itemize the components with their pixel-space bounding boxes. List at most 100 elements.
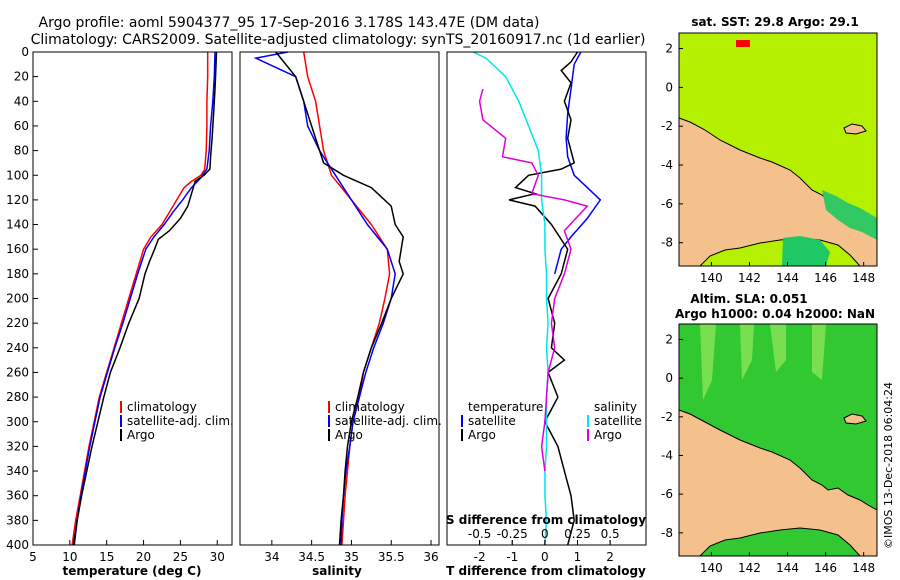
difference-legend: temperature satellite Argo salinity sate… [461, 400, 642, 442]
y-tick-label: 320 [6, 439, 29, 453]
temperature-legend: climatology satellite-adj. clim. Argo [120, 400, 234, 442]
series-argo [72, 51, 218, 546]
figure-title-line2: Climatology: CARS2009. Satellite-adjuste… [31, 32, 646, 48]
y-tick-label: 380 [6, 513, 29, 527]
series-satellite-adj-clim- [253, 51, 396, 546]
s-tick-label: -0.5 [468, 527, 491, 541]
sst-south-shelf [782, 236, 830, 266]
sla-light-band-3 [770, 324, 786, 372]
y-tick-label: 240 [6, 341, 29, 355]
s-tick-label: 0 [541, 527, 549, 541]
legend-label-t-satellite: satellite [468, 414, 516, 428]
y-tick-label: 340 [6, 464, 29, 478]
map-x-tick-label: 146 [814, 561, 837, 575]
temperature-axes-frame [32, 51, 233, 546]
sla-island [843, 413, 867, 425]
sla-light-band-2 [740, 324, 754, 380]
legend-label-satellite: satellite-adj. clim. [127, 414, 234, 428]
imos-credit: ©IMOS 13-Dec-2018 06:04:24 [882, 382, 895, 549]
map-x-tick-label: 144 [776, 271, 799, 285]
y-tick-label: 160 [6, 242, 29, 256]
map-x-tick-label: 140 [700, 561, 723, 575]
map-y-tick-label: 2 [665, 332, 673, 346]
sst-map-title: sat. SST: 29.8 Argo: 29.1 [691, 15, 858, 29]
series-argo [275, 51, 405, 546]
salinity-axes-frame [239, 51, 440, 546]
x-tick-label: -1 [506, 550, 518, 564]
legend-label-s-argo: Argo [594, 428, 622, 442]
temperature-panel: 0 20 40 60 80 100 120 140 160 180 200 220 240 260 280 3… [6, 45, 234, 578]
legend-label-s-satellite: satellite [594, 414, 642, 428]
difference-xlabel: T difference from climatology [446, 564, 646, 578]
map-y-tick-label: -4 [661, 158, 673, 172]
y-tick-label: 80 [14, 144, 29, 158]
y-tick-label: 300 [6, 415, 29, 429]
y-tick-label: 120 [6, 193, 29, 207]
sla-map-title-line2: Argo h1000: 0.04 h2000: NaN [675, 307, 875, 321]
x-tick-label: 25 [173, 550, 188, 564]
figure-title-line1: Argo profile: aoml 5904377_95 17-Sep-201… [39, 15, 540, 31]
legend-label-argo: Argo [335, 428, 363, 442]
map-x-tick-label: 142 [738, 271, 761, 285]
map-y-tick-label: -8 [661, 236, 673, 250]
x-tick-label: 1 [574, 550, 582, 564]
sst-island [843, 123, 867, 135]
legend-label-argo: Argo [127, 428, 155, 442]
map-y-tick-label: -8 [661, 526, 673, 540]
difference-axes-frame [446, 51, 647, 546]
salinity-legend: climatology satellite-adj. clim. Argo [328, 400, 442, 442]
y-tick-label: 400 [6, 538, 29, 552]
series-climatology [302, 51, 391, 546]
map-y-tick-label: 2 [665, 42, 673, 56]
series-temperature-argo [508, 51, 579, 546]
map-x-tick-label: 148 [852, 561, 875, 575]
y-tick-label: 200 [6, 292, 29, 306]
x-tick-label: 0 [541, 550, 549, 564]
legend-label-climatology: climatology [127, 400, 197, 414]
sla-light-band-4 [812, 324, 826, 380]
map-y-tick-label: 0 [665, 80, 673, 94]
x-tick-label: 36 [423, 550, 438, 564]
x-tick-label: -2 [474, 550, 486, 564]
map-x-tick-label: 144 [776, 561, 799, 575]
x-tick-label: 35.5 [378, 550, 405, 564]
map-x-tick-label: 140 [700, 271, 723, 285]
difference-panel: -2 -1 0 1 2 -0.5 -0.25 0 0.25 0.5 S difference f… [446, 51, 647, 578]
series-temperature-satellite [553, 51, 602, 275]
x-tick-label: 34 [264, 550, 279, 564]
legend-label-climatology: climatology [335, 400, 405, 414]
x-tick-label: 34.5 [298, 550, 325, 564]
y-tick-label: 360 [6, 489, 29, 503]
map-y-tick-label: -2 [661, 119, 673, 133]
sla-land [678, 409, 878, 557]
y-tick-label: 260 [6, 365, 29, 379]
y-tick-label: 40 [14, 94, 29, 108]
y-tick-label: 100 [6, 168, 29, 182]
sla-map: Altim. SLA: 0.051 Argo h1000: 0.04 h2000… [661, 292, 878, 575]
x-tick-label: 20 [136, 550, 151, 564]
legend-label-t-argo: Argo [468, 428, 496, 442]
salinity-xlabel: salinity [312, 564, 362, 578]
map-y-tick-label: 0 [665, 371, 673, 385]
map-y-tick-label: -6 [661, 197, 673, 211]
temperature-xlabel: temperature (deg C) [63, 564, 202, 578]
s-tick-label: -0.25 [497, 527, 528, 541]
legend-title-temperature: temperature [468, 400, 543, 414]
x-tick-label: 5 [29, 550, 37, 564]
y-tick-label: 0 [21, 45, 29, 59]
x-tick-label: 35 [344, 550, 359, 564]
legend-title-salinity: salinity [594, 400, 637, 414]
map-x-tick-label: 148 [852, 271, 875, 285]
map-x-tick-label: 146 [814, 271, 837, 285]
sst-warm-spot [736, 40, 750, 47]
y-tick-label: 280 [6, 390, 29, 404]
sla-map-title-line1: Altim. SLA: 0.051 [690, 292, 807, 306]
map-y-tick-label: -2 [661, 410, 673, 424]
y-tick-label: 60 [14, 119, 29, 133]
y-tick-label: 140 [6, 218, 29, 232]
series-salinity-argo [478, 88, 589, 472]
y-tick-label: 180 [6, 267, 29, 281]
map-y-tick-label: -4 [661, 448, 673, 462]
series-satellite-adj-clim- [73, 51, 216, 546]
